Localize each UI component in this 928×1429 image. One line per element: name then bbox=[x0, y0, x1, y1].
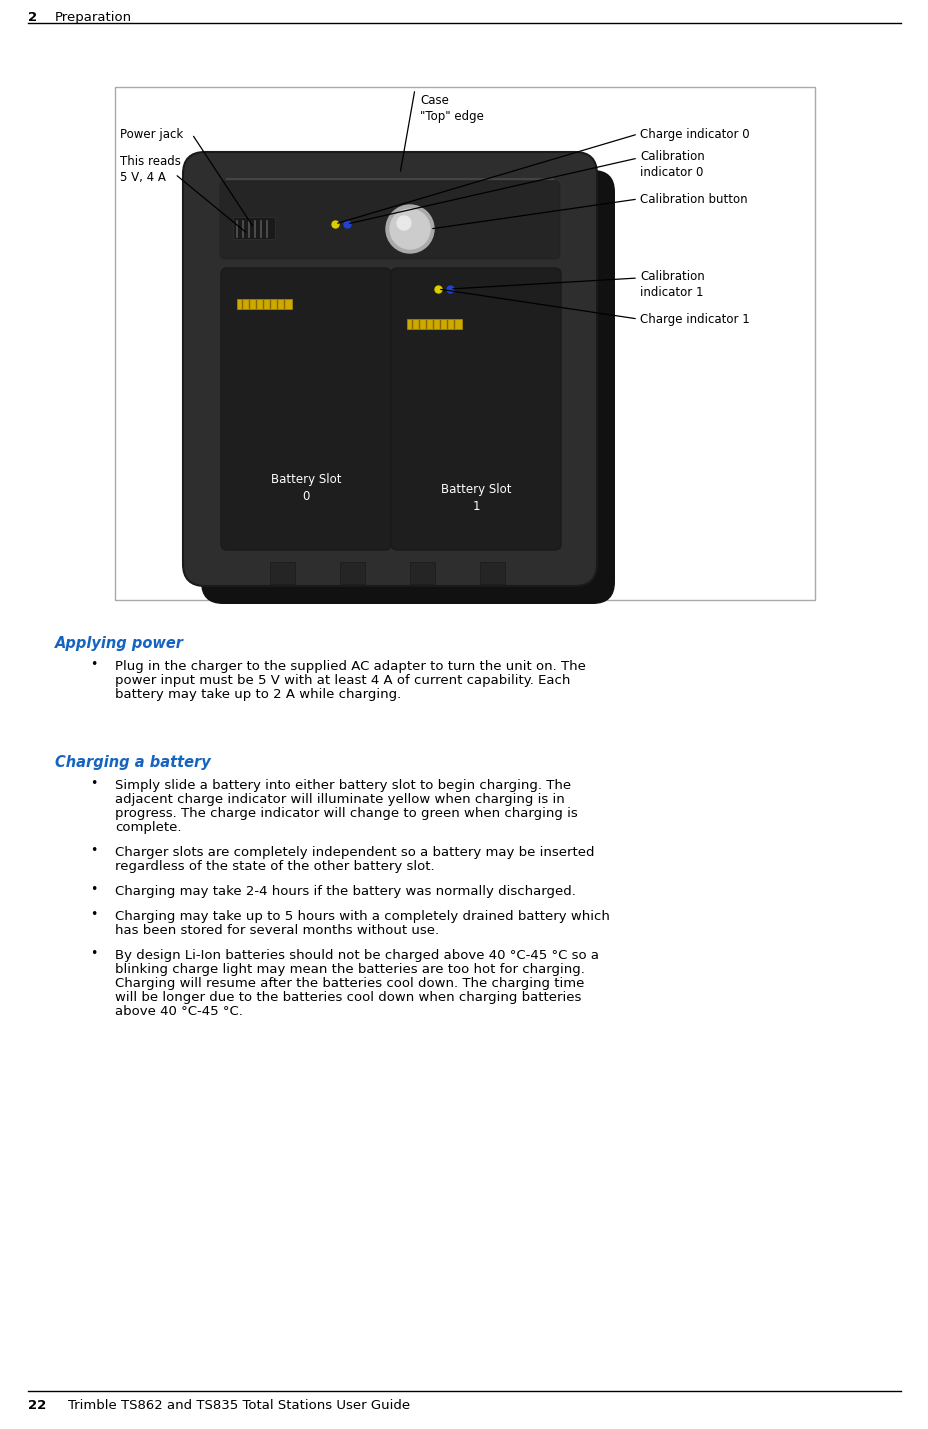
Text: 0: 0 bbox=[302, 490, 309, 503]
Text: •: • bbox=[90, 777, 97, 790]
Circle shape bbox=[386, 204, 433, 253]
Text: Charge indicator 1: Charge indicator 1 bbox=[639, 313, 749, 326]
Text: •: • bbox=[90, 947, 97, 960]
Text: Battery Slot: Battery Slot bbox=[270, 473, 341, 486]
Circle shape bbox=[396, 216, 410, 230]
Text: •: • bbox=[90, 883, 97, 896]
Text: regardless of the state of the other battery slot.: regardless of the state of the other bat… bbox=[115, 860, 434, 873]
Text: Calibration
indicator 0: Calibration indicator 0 bbox=[639, 150, 704, 179]
Text: Trimble TS862 and TS835 Total Stations User Guide: Trimble TS862 and TS835 Total Stations U… bbox=[68, 1399, 409, 1412]
Text: Calibration button: Calibration button bbox=[639, 193, 747, 206]
Text: Charging may take 2-4 hours if the battery was normally discharged.: Charging may take 2-4 hours if the batte… bbox=[115, 885, 575, 897]
Text: battery may take up to 2 A while charging.: battery may take up to 2 A while chargin… bbox=[115, 687, 401, 702]
FancyBboxPatch shape bbox=[183, 151, 597, 586]
Text: has been stored for several months without use.: has been stored for several months witho… bbox=[115, 925, 439, 937]
Text: This reads
5 V, 4 A: This reads 5 V, 4 A bbox=[120, 154, 181, 183]
Bar bbox=[406, 319, 461, 329]
Bar bbox=[237, 299, 291, 309]
Text: Battery Slot: Battery Slot bbox=[440, 483, 510, 496]
Text: Preparation: Preparation bbox=[55, 11, 132, 24]
FancyBboxPatch shape bbox=[220, 181, 560, 259]
Text: above 40 °C-45 °C.: above 40 °C-45 °C. bbox=[115, 1005, 242, 1017]
Bar bbox=[340, 562, 365, 584]
Text: •: • bbox=[90, 657, 97, 672]
Text: Simply slide a battery into either battery slot to begin charging. The: Simply slide a battery into either batte… bbox=[115, 779, 571, 792]
Text: progress. The charge indicator will change to green when charging is: progress. The charge indicator will chan… bbox=[115, 807, 577, 820]
Text: complete.: complete. bbox=[115, 822, 181, 835]
Text: By design Li-Ion batteries should not be charged above 40 °C-45 °C so a: By design Li-Ion batteries should not be… bbox=[115, 949, 599, 962]
Text: Calibration
indicator 1: Calibration indicator 1 bbox=[639, 270, 704, 299]
Bar bbox=[115, 87, 814, 600]
Bar bbox=[233, 217, 275, 239]
Bar bbox=[270, 562, 295, 584]
Text: Charge indicator 0: Charge indicator 0 bbox=[639, 127, 749, 140]
Text: Charging will resume after the batteries cool down. The charging time: Charging will resume after the batteries… bbox=[115, 977, 584, 990]
Text: Power jack: Power jack bbox=[120, 127, 183, 140]
Text: blinking charge light may mean the batteries are too hot for charging.: blinking charge light may mean the batte… bbox=[115, 963, 585, 976]
Text: 22: 22 bbox=[28, 1399, 46, 1412]
Text: will be longer due to the batteries cool down when charging batteries: will be longer due to the batteries cool… bbox=[115, 990, 581, 1005]
Text: power input must be 5 V with at least 4 A of current capability. Each: power input must be 5 V with at least 4 … bbox=[115, 674, 570, 687]
Text: •: • bbox=[90, 907, 97, 922]
Text: Applying power: Applying power bbox=[55, 636, 184, 652]
Text: adjacent charge indicator will illuminate yellow when charging is in: adjacent charge indicator will illuminat… bbox=[115, 793, 564, 806]
Text: •: • bbox=[90, 845, 97, 857]
Text: Charging may take up to 5 hours with a completely drained battery which: Charging may take up to 5 hours with a c… bbox=[115, 910, 609, 923]
FancyBboxPatch shape bbox=[221, 269, 391, 550]
Bar bbox=[409, 562, 434, 584]
Text: 1: 1 bbox=[471, 500, 479, 513]
Text: Charger slots are completely independent so a battery may be inserted: Charger slots are completely independent… bbox=[115, 846, 594, 859]
Text: 2: 2 bbox=[28, 11, 37, 24]
Text: Plug in the charger to the supplied AC adapter to turn the unit on. The: Plug in the charger to the supplied AC a… bbox=[115, 660, 586, 673]
FancyBboxPatch shape bbox=[391, 269, 561, 550]
Bar bbox=[480, 562, 505, 584]
Text: Charging a battery: Charging a battery bbox=[55, 755, 211, 770]
Circle shape bbox=[390, 209, 430, 249]
Text: Case
"Top" edge: Case "Top" edge bbox=[419, 94, 483, 123]
FancyBboxPatch shape bbox=[200, 170, 614, 604]
